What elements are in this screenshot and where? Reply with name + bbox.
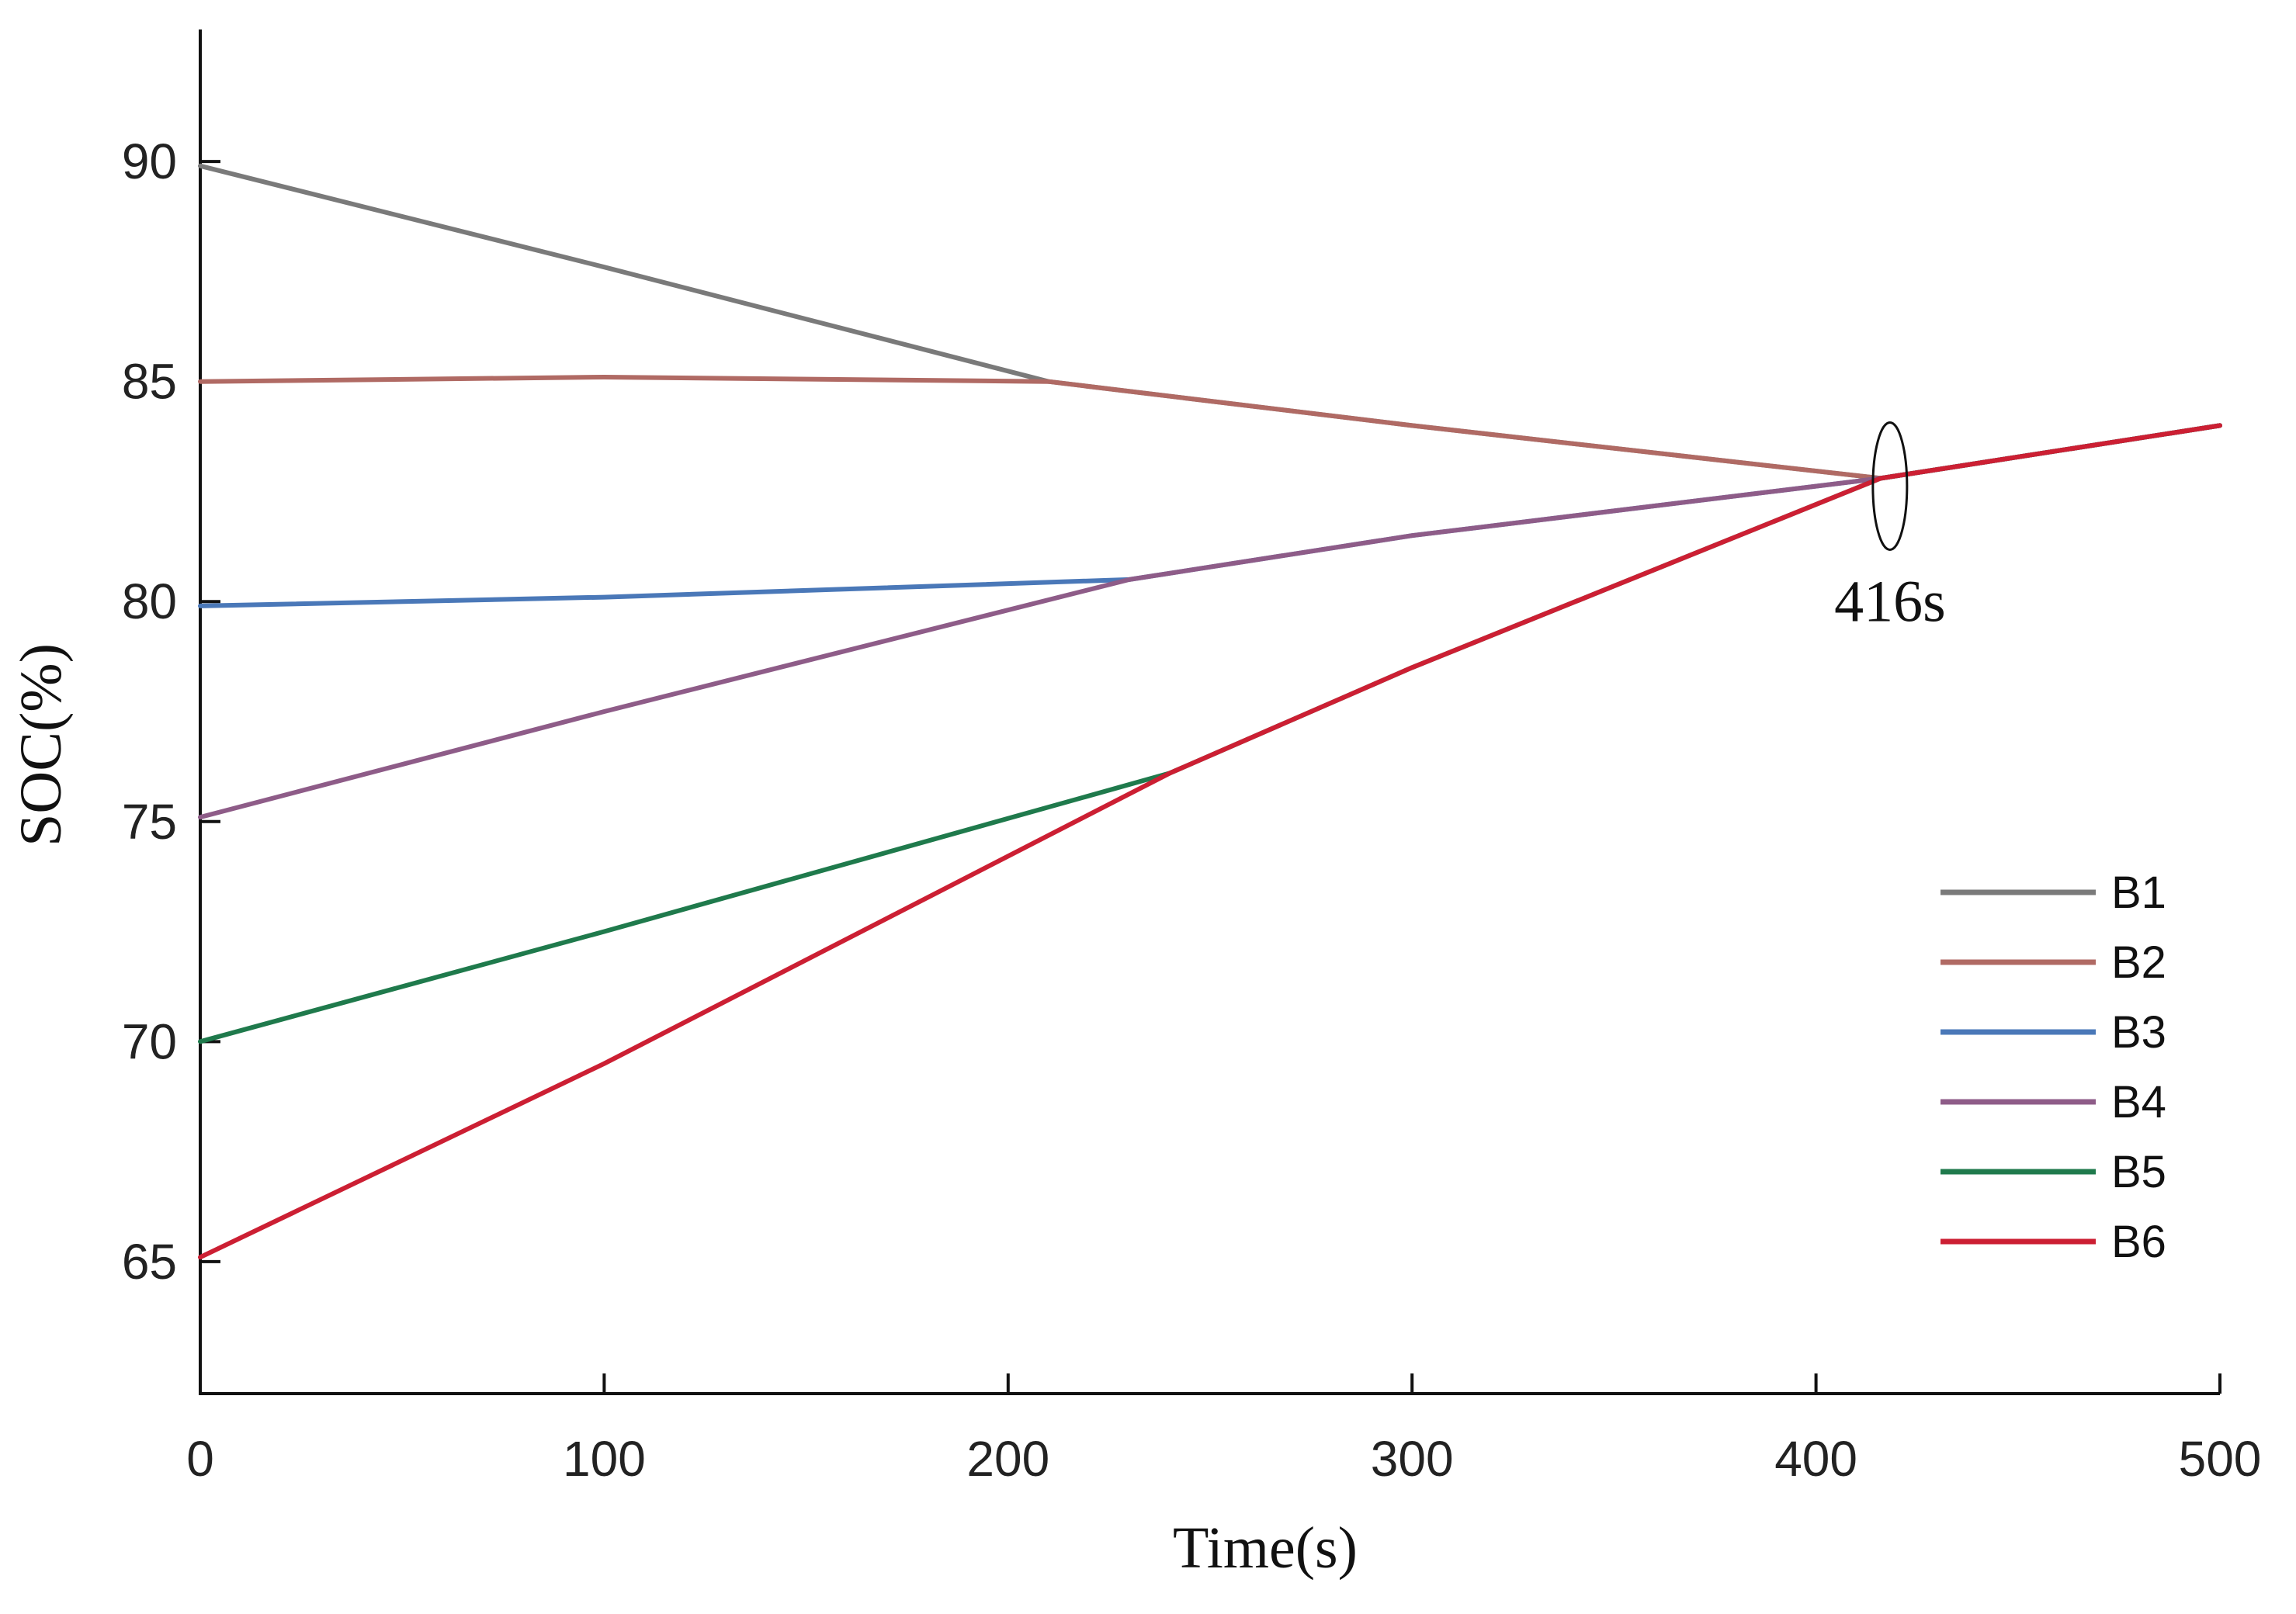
series-line-b6 (198, 423, 2222, 1260)
x-tick-label: 300 (1371, 1431, 1454, 1487)
annotation-ellipse (1871, 421, 1909, 551)
y-axis-title: SOC(%) (9, 643, 74, 847)
legend-label-b5: B5 (2111, 1147, 2166, 1197)
series-layer (198, 163, 2222, 1260)
legend-label-b2: B2 (2111, 937, 2166, 988)
annotation-layer: 416s (1834, 421, 1946, 634)
legend-label-b4: B4 (2111, 1077, 2166, 1127)
y-tick-label: 80 (122, 573, 177, 629)
legend-label-b3: B3 (2111, 1007, 2166, 1058)
y-tick-label: 90 (122, 133, 177, 189)
legend: B1 B2 B3 B4 B5 B6 (1941, 868, 2166, 1267)
x-tick-label: 0 (186, 1431, 214, 1487)
series-line-b1 (198, 163, 2222, 481)
series-line-b5 (198, 423, 2222, 1044)
y-tick-label: 75 (122, 794, 177, 850)
x-tick-label: 100 (563, 1431, 646, 1487)
series-line-b2 (198, 375, 2222, 481)
x-tick-label: 400 (1774, 1431, 1857, 1487)
y-tick-label: 85 (122, 354, 177, 410)
x-tick-label: 500 (2179, 1431, 2262, 1487)
y-tick-label: 65 (122, 1234, 177, 1290)
legend-label-b1: B1 (2111, 868, 2166, 918)
legend-label-b6: B6 (2111, 1217, 2166, 1267)
y-tick-label: 70 (122, 1013, 177, 1069)
annotation-label: 416s (1834, 569, 1946, 634)
x-tick-label: 200 (966, 1431, 1049, 1487)
x-axis-title: Time(s) (1173, 1515, 1358, 1581)
axes: 0 100 200 300 400 500 65 70 75 80 85 90 (122, 29, 2262, 1487)
